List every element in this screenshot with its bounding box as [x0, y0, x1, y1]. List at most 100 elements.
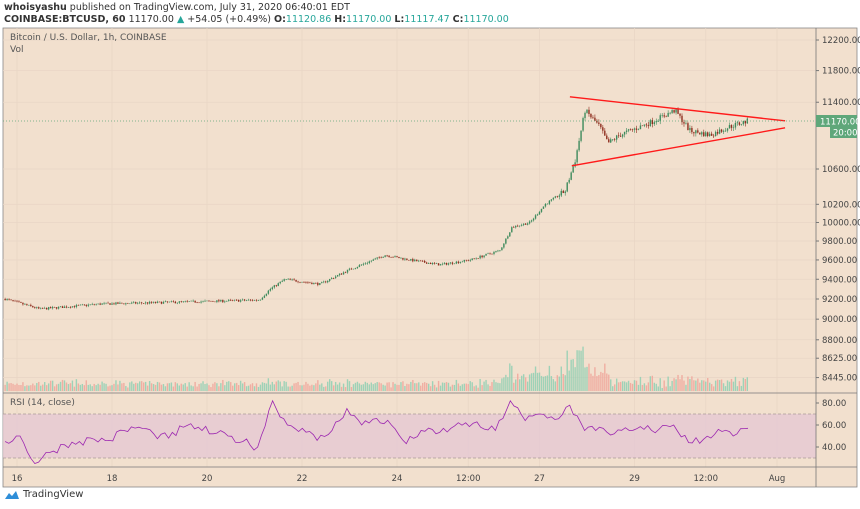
volume-bar: [38, 381, 40, 391]
volume-bar: [730, 378, 733, 391]
time-axis[interactable]: 16 18 20 22 24 12:00 27 29 12:00 Aug: [12, 474, 786, 484]
time-label: 16: [12, 474, 23, 484]
candle-body: [738, 122, 741, 125]
candle-body: [77, 305, 80, 306]
volume-bar: [309, 385, 311, 391]
candle-body: [679, 113, 681, 116]
author[interactable]: whoisyashu: [4, 2, 67, 13]
volume-bar: [53, 386, 56, 391]
candle-body: [364, 263, 367, 265]
candle-body: [384, 255, 386, 257]
volume-bar: [293, 383, 295, 391]
candle-body: [71, 306, 74, 308]
price-label: 12200.00: [822, 36, 860, 46]
candle-body: [546, 203, 549, 205]
candle-body: [657, 121, 659, 122]
volume-bar: [550, 376, 553, 391]
volume-bar: [67, 384, 70, 391]
candle-body: [113, 303, 115, 305]
candle-body: [473, 258, 475, 260]
volume-bar: [408, 384, 410, 391]
volume-bar: [18, 385, 20, 391]
candle-body: [188, 301, 190, 302]
triangle-trendlines[interactable]: [569, 96, 786, 167]
candle-body: [285, 279, 287, 280]
candle-body: [388, 255, 390, 257]
candle-body: [89, 304, 91, 306]
volume-bar: [380, 383, 382, 391]
volume-bar: [178, 385, 180, 391]
volume-bar: [119, 380, 121, 391]
candle-body: [279, 281, 281, 284]
price-label: 9600.00: [822, 256, 857, 266]
volume-bar: [584, 367, 586, 391]
candle-body: [109, 303, 111, 305]
candle-body: [536, 214, 539, 216]
candle-body: [368, 261, 370, 263]
volume-bar: [441, 382, 444, 391]
candle-body: [257, 300, 260, 301]
volume-bar: [693, 380, 695, 391]
volume-bar: [402, 381, 404, 391]
price-axis[interactable]: 12200.00 11800.00 11400.00 10600.00 10200.00…: [816, 36, 860, 384]
candle-body: [594, 117, 596, 121]
volume-bar: [538, 372, 541, 391]
volume-bar: [277, 380, 279, 391]
rsi-axis[interactable]: 80.00 60.00 40.00: [816, 399, 846, 453]
volume-bar: [394, 383, 396, 391]
volume-bar: [621, 381, 624, 391]
candle-body: [204, 300, 206, 302]
candle-body: [740, 124, 743, 125]
rsi-legend[interactable]: RSI (14, close): [10, 398, 75, 408]
candle-body: [671, 110, 673, 113]
volume-bar: [289, 386, 291, 391]
volume-bar: [414, 383, 416, 391]
volume-bar: [346, 379, 349, 391]
volume-bar: [374, 383, 376, 391]
volume-bar: [455, 379, 458, 391]
volume-bar: [665, 386, 667, 391]
candle-body: [659, 115, 661, 122]
candle-body: [160, 301, 163, 304]
series-title[interactable]: Bitcoin / U.S. Dollar, 1h, COINBASE: [10, 33, 167, 43]
volume-bar: [738, 381, 741, 391]
volume-bar: [390, 387, 392, 391]
volume-bar: [133, 383, 135, 391]
candle-body: [79, 304, 82, 306]
volume-bar: [206, 383, 208, 391]
candle-body: [154, 301, 157, 303]
volume-bar: [323, 386, 325, 391]
candle-body: [398, 257, 400, 259]
volume-bar: [196, 386, 198, 391]
volume-bar: [332, 385, 335, 391]
volume-legend[interactable]: Vol: [10, 45, 24, 55]
candle-body: [437, 263, 440, 266]
candle-body: [164, 301, 167, 303]
candle-body: [629, 129, 632, 130]
time-label: 12:00: [694, 474, 719, 484]
volume-bar: [722, 383, 725, 391]
candle-body: [667, 112, 669, 117]
high-value: 11170.00: [346, 14, 392, 25]
volume-bar: [253, 386, 256, 391]
volume-bar: [473, 386, 475, 391]
volume-bar: [358, 383, 361, 391]
volume-bar: [129, 382, 131, 391]
candle-body: [691, 127, 693, 133]
volume-bar: [354, 382, 357, 391]
tradingview-logo[interactable]: TradingView: [4, 489, 83, 500]
volume-bar: [154, 384, 157, 391]
candle-body: [572, 166, 574, 173]
volume-bar: [469, 381, 471, 391]
candle-body: [370, 260, 372, 262]
low-value: 11117.47: [404, 14, 450, 25]
rsi-line: [4, 399, 749, 464]
volume-bar: [368, 384, 370, 391]
volume-bar: [588, 363, 590, 391]
volume-bar: [629, 382, 632, 391]
volume-bar: [4, 384, 6, 391]
volume-bar: [554, 381, 557, 391]
candle-body: [198, 302, 200, 304]
volume-bar: [479, 378, 481, 391]
